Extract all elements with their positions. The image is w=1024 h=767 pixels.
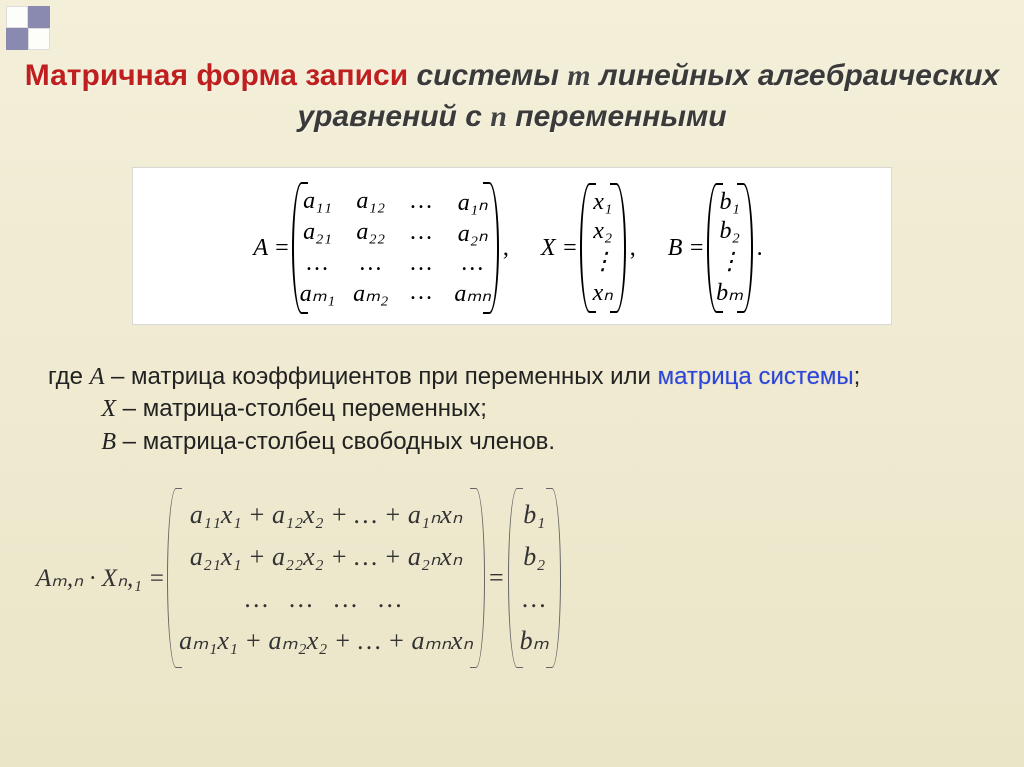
matrix-cell: … bbox=[406, 188, 436, 217]
matrix-cell: x₂ bbox=[588, 218, 618, 245]
matrix-cell: … bbox=[353, 250, 388, 277]
desc-B: B bbox=[101, 429, 116, 455]
matrix-A: a₁₁a₁₂…a₁ₙa₂₁a₂₂…a₂ₙ…………aₘ₁aₘ₂…aₘₙ bbox=[300, 182, 491, 314]
matrix-cell: a₂ₙ bbox=[454, 219, 491, 248]
title-red: Матричная форма записи bbox=[25, 59, 408, 92]
matrix-B: b₁b₂⋮bₘ bbox=[715, 183, 745, 313]
product-equation: Aₘ,ₙ · Xₙ,₁ = a₁₁x₁ + a₁₂x₂ + … + a₁ₙxₙa… bbox=[36, 488, 1024, 668]
matrix-cell: a₁₂ bbox=[353, 188, 388, 217]
title-n: n bbox=[490, 100, 507, 133]
matrix-cell: … bbox=[406, 250, 436, 277]
b-cell: … bbox=[519, 578, 550, 620]
title-p2: системы bbox=[408, 59, 567, 92]
matrix-cell: xₙ bbox=[588, 278, 618, 307]
matrix-cell: a₂₁ bbox=[300, 219, 335, 248]
label-B: B = bbox=[668, 235, 709, 262]
matrix-cell: aₘ₂ bbox=[353, 279, 388, 308]
desc-X: X bbox=[101, 396, 116, 422]
b-cell: b₁ bbox=[519, 494, 549, 536]
matrix-definitions-box: A = a₁₁a₁₂…a₁ₙa₂₁a₂₂…a₂ₙ…………aₘ₁aₘ₂…aₘₙ ,… bbox=[132, 167, 892, 325]
period: . bbox=[751, 235, 771, 262]
desc-Xtext: – матрица-столбец переменных; bbox=[116, 395, 487, 422]
product-row: a₂₁x₁ + a₂₂x₂ + … + a₂ₙxₙ bbox=[186, 536, 466, 578]
matrix-cell: b₂ bbox=[715, 218, 745, 245]
slide-title: Матричная форма записи системы m линейны… bbox=[0, 0, 1024, 137]
matrix-cell: … bbox=[406, 279, 436, 308]
desc-Atext: – матрица коэффициентов при переменных и… bbox=[104, 363, 657, 390]
product-row: a₁₁x₁ + a₁₂x₂ + … + a₁ₙxₙ bbox=[186, 494, 466, 536]
desc-A: A bbox=[90, 364, 105, 390]
title-m: m bbox=[567, 59, 590, 92]
matrix-cell: ⋮ bbox=[588, 247, 618, 276]
eq2-lhs: Aₘ,ₙ · Xₙ,₁ = bbox=[36, 563, 165, 593]
result-vector: b₁b₂…bₘ bbox=[516, 488, 553, 668]
matrix-cell: b₁ bbox=[715, 189, 745, 216]
matrix-cell: a₂₂ bbox=[353, 219, 388, 248]
label-X: X = bbox=[541, 235, 582, 262]
product-matrix: a₁₁x₁ + a₁₂x₂ + … + a₁ₙxₙa₂₁x₁ + a₂₂x₂ +… bbox=[175, 488, 477, 668]
description-block: где A – матрица коэффициентов при переме… bbox=[48, 361, 1024, 458]
matrix-cell: a₁₁ bbox=[300, 188, 335, 217]
matrix-cell: x₁ bbox=[588, 189, 618, 216]
b-cell: bₘ bbox=[516, 620, 553, 662]
matrix-cell: a₁ₙ bbox=[454, 188, 491, 217]
matrix-X: x₁x₂⋮xₙ bbox=[588, 183, 618, 313]
matrix-cell: aₘ₁ bbox=[300, 279, 335, 308]
matrix-cell: … bbox=[454, 250, 491, 277]
matrix-cell: … bbox=[300, 250, 335, 277]
comma-2: , bbox=[624, 235, 644, 262]
matrix-cell: … bbox=[406, 219, 436, 248]
comma-1: , bbox=[497, 235, 517, 262]
matrix-cell: aₘₙ bbox=[454, 279, 491, 308]
product-row: … … … … bbox=[239, 578, 413, 620]
b-cell: b₂ bbox=[519, 536, 549, 578]
desc-semi: ; bbox=[854, 363, 861, 390]
desc-where: где bbox=[48, 363, 90, 390]
matrix-cell: ⋮ bbox=[715, 247, 745, 276]
title-p4: переменными bbox=[507, 100, 727, 133]
product-row: aₘ₁x₁ + aₘ₂x₂ + … + aₘₙxₙ bbox=[175, 620, 477, 662]
matrix-cell: bₘ bbox=[715, 278, 745, 307]
corner-decoration bbox=[0, 0, 70, 50]
desc-Btext: – матрица-столбец свободных членов. bbox=[116, 428, 555, 455]
desc-highlight: матрица системы bbox=[658, 363, 854, 390]
label-A: A = bbox=[253, 235, 293, 262]
eq2-equals: = bbox=[487, 563, 506, 593]
